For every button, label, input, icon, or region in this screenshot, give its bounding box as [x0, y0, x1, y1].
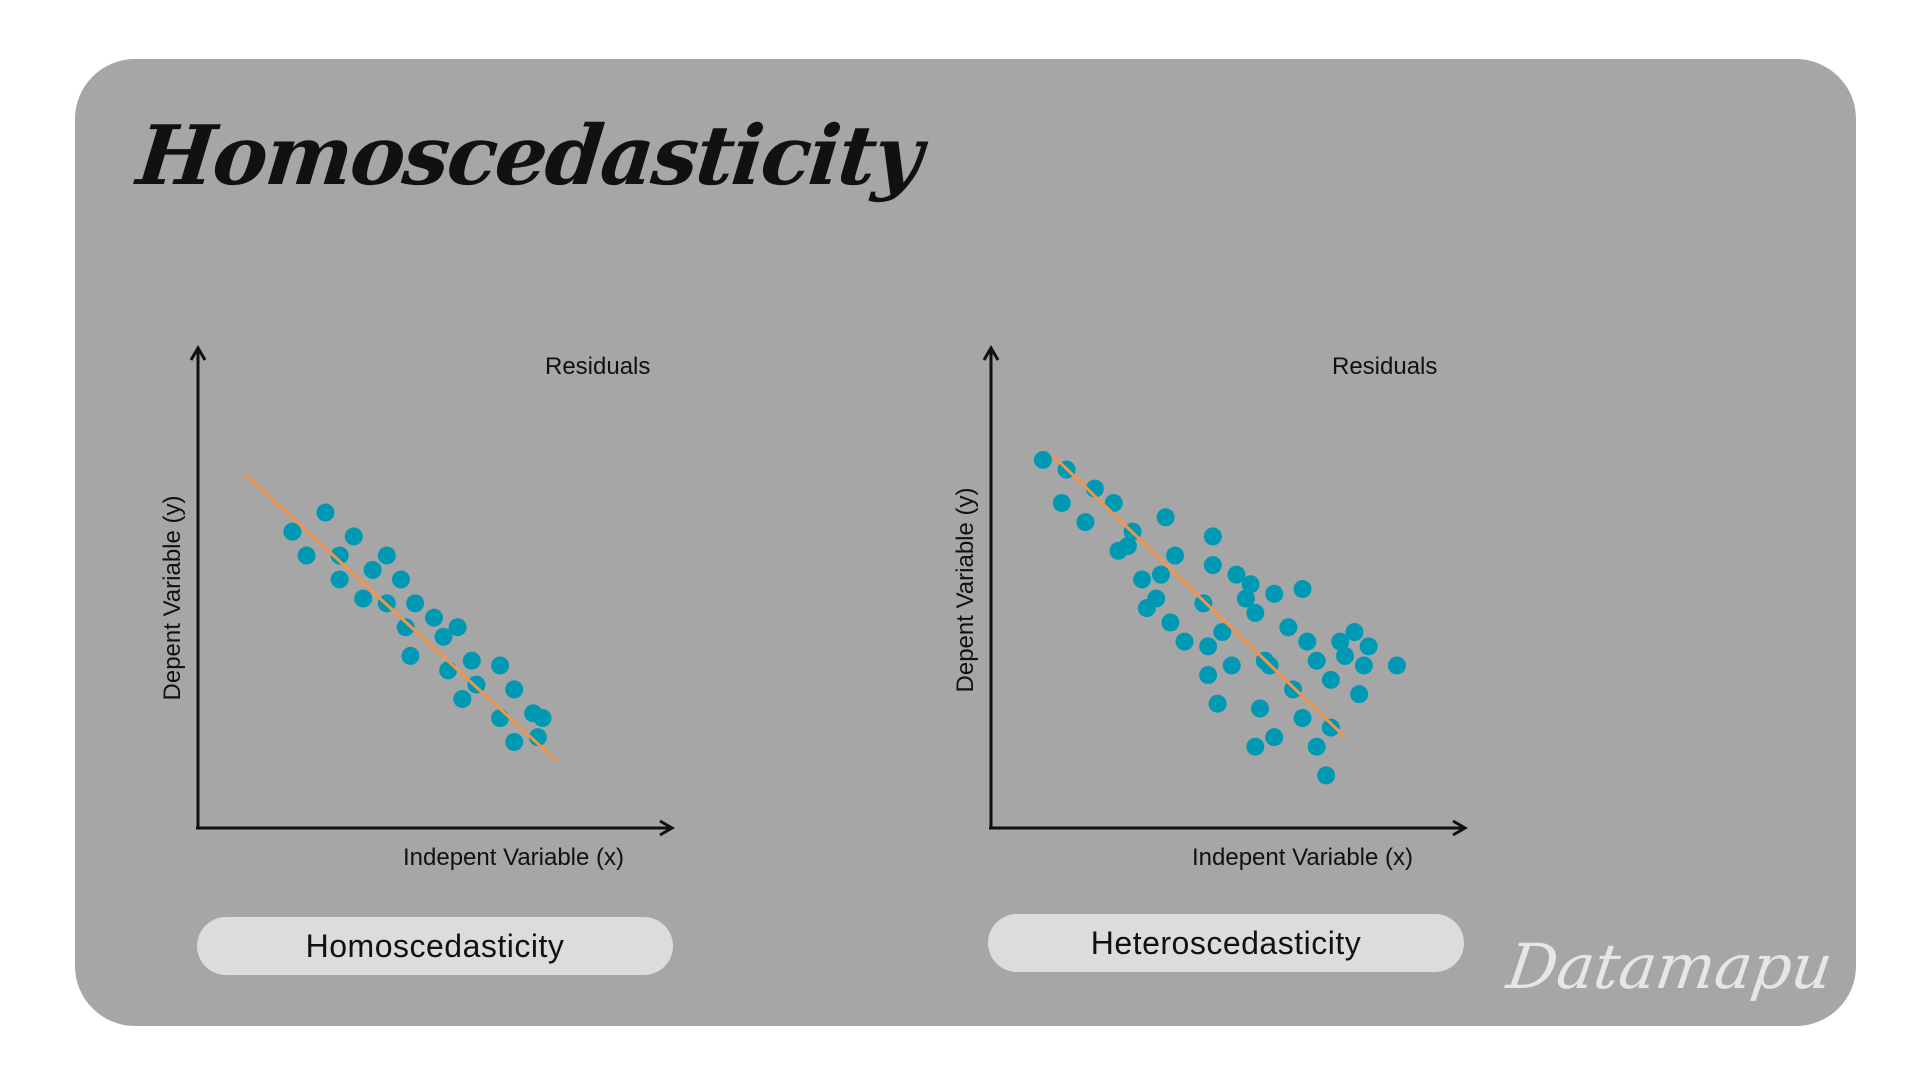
data-point-17 [439, 661, 458, 680]
data-point-31 [1251, 699, 1270, 718]
x-axis-arrow [1452, 819, 1468, 837]
data-point-19 [448, 618, 467, 637]
data-point-42 [1293, 580, 1312, 598]
residuals-label: Residuals [545, 353, 650, 380]
data-point-28 [533, 709, 552, 728]
data-point-1 [283, 522, 302, 541]
data-point-48 [1345, 623, 1364, 642]
data-point-35 [1265, 584, 1284, 603]
data-point-44 [1321, 670, 1340, 689]
data-point-12 [396, 618, 415, 637]
data-point-28 [1241, 575, 1260, 594]
homoscedasticity-caption: Homoscedasticity [197, 917, 673, 975]
data-point-16 [434, 627, 453, 646]
data-point-22 [1203, 556, 1222, 575]
data-point-1 [1033, 450, 1052, 469]
regression-line [244, 473, 558, 763]
data-point-38 [1293, 709, 1312, 728]
data-point-43 [1317, 766, 1336, 785]
data-point-33 [1265, 728, 1284, 747]
data-point-36 [1279, 618, 1298, 637]
data-point-14 [401, 646, 420, 665]
data-point-12 [1147, 589, 1166, 608]
data-point-20 [1199, 637, 1218, 656]
datamapu-watermark-logo: Datamapu [1502, 930, 1838, 1003]
data-point-20 [462, 651, 481, 670]
data-point-7 [354, 589, 373, 608]
data-point-25 [505, 680, 524, 699]
data-point-22 [491, 709, 510, 728]
data-point-6 [344, 527, 363, 546]
data-point-2 [1052, 493, 1071, 512]
heteroscedasticity-scatter-svg: Residuals Indepent Variable (x) Depent V… [952, 345, 1468, 871]
data-point-30 [1246, 737, 1265, 756]
data-point-24 [505, 732, 524, 751]
data-point-47 [1336, 646, 1354, 665]
data-point-23 [491, 656, 510, 675]
data-point-4 [330, 546, 349, 565]
y-axis-arrow [189, 345, 207, 361]
data-point-21 [467, 675, 486, 694]
data-point-6 [1104, 493, 1123, 512]
data-marks [1033, 450, 1406, 785]
data-point-15 [425, 608, 443, 627]
data-point-24 [1213, 623, 1232, 642]
homoscedasticity-plot: Residuals Indepent Variable (x) Depent V… [150, 340, 710, 900]
data-point-11 [391, 570, 410, 589]
data-point-8 [1118, 536, 1137, 555]
data-point-3 [316, 503, 335, 522]
y-axis-label: Depent Variable (y) [159, 496, 186, 701]
data-point-23 [1208, 694, 1227, 713]
data-point-27 [528, 728, 547, 747]
y-axis-label: Depent Variable (y) [952, 488, 979, 693]
heteroscedasticity-caption: Heteroscedasticity [988, 914, 1464, 972]
residuals-label: Residuals [1332, 353, 1437, 380]
data-point-49 [1350, 685, 1369, 704]
data-point-40 [1307, 651, 1326, 670]
data-marks [244, 473, 558, 763]
heteroscedasticity-plot: Residuals Indepent Variable (x) Depent V… [943, 340, 1503, 900]
data-point-26 [1227, 565, 1246, 584]
data-point-46 [1331, 632, 1350, 651]
data-point-16 [1161, 613, 1180, 632]
data-point-19 [1199, 666, 1218, 685]
data-point-4 [1076, 513, 1095, 532]
data-point-27 [1236, 589, 1255, 608]
page-title: Homoscedasticity [132, 108, 926, 204]
data-point-10 [1133, 570, 1152, 589]
data-point-51 [1359, 637, 1378, 656]
data-point-13 [1151, 565, 1170, 584]
background-card [75, 59, 1856, 1026]
data-point-29 [1246, 603, 1265, 622]
data-point-5 [330, 570, 349, 589]
data-point-8 [363, 560, 382, 579]
y-axis-arrow [982, 345, 1000, 361]
data-point-50 [1354, 656, 1373, 675]
x-axis-label: Indepent Variable (x) [403, 844, 624, 871]
data-point-41 [1307, 737, 1326, 756]
data-point-25 [1222, 656, 1241, 675]
data-point-39 [1298, 632, 1317, 651]
regression-line [1051, 454, 1347, 739]
data-point-2 [297, 546, 316, 565]
data-point-18 [453, 689, 472, 708]
data-point-18 [1194, 594, 1213, 613]
data-point-45 [1321, 718, 1340, 737]
data-point-15 [1166, 546, 1185, 565]
data-point-13 [406, 594, 425, 613]
x-axis-label: Indepent Variable (x) [1192, 844, 1413, 871]
data-point-14 [1156, 508, 1175, 527]
data-point-10 [377, 546, 396, 565]
homoscedasticity-scatter-svg: Residuals Indepent Variable (x) Depent V… [159, 345, 675, 871]
data-point-21 [1203, 527, 1222, 546]
data-point-52 [1387, 656, 1406, 675]
data-point-17 [1175, 632, 1194, 651]
x-axis-arrow [659, 819, 675, 837]
